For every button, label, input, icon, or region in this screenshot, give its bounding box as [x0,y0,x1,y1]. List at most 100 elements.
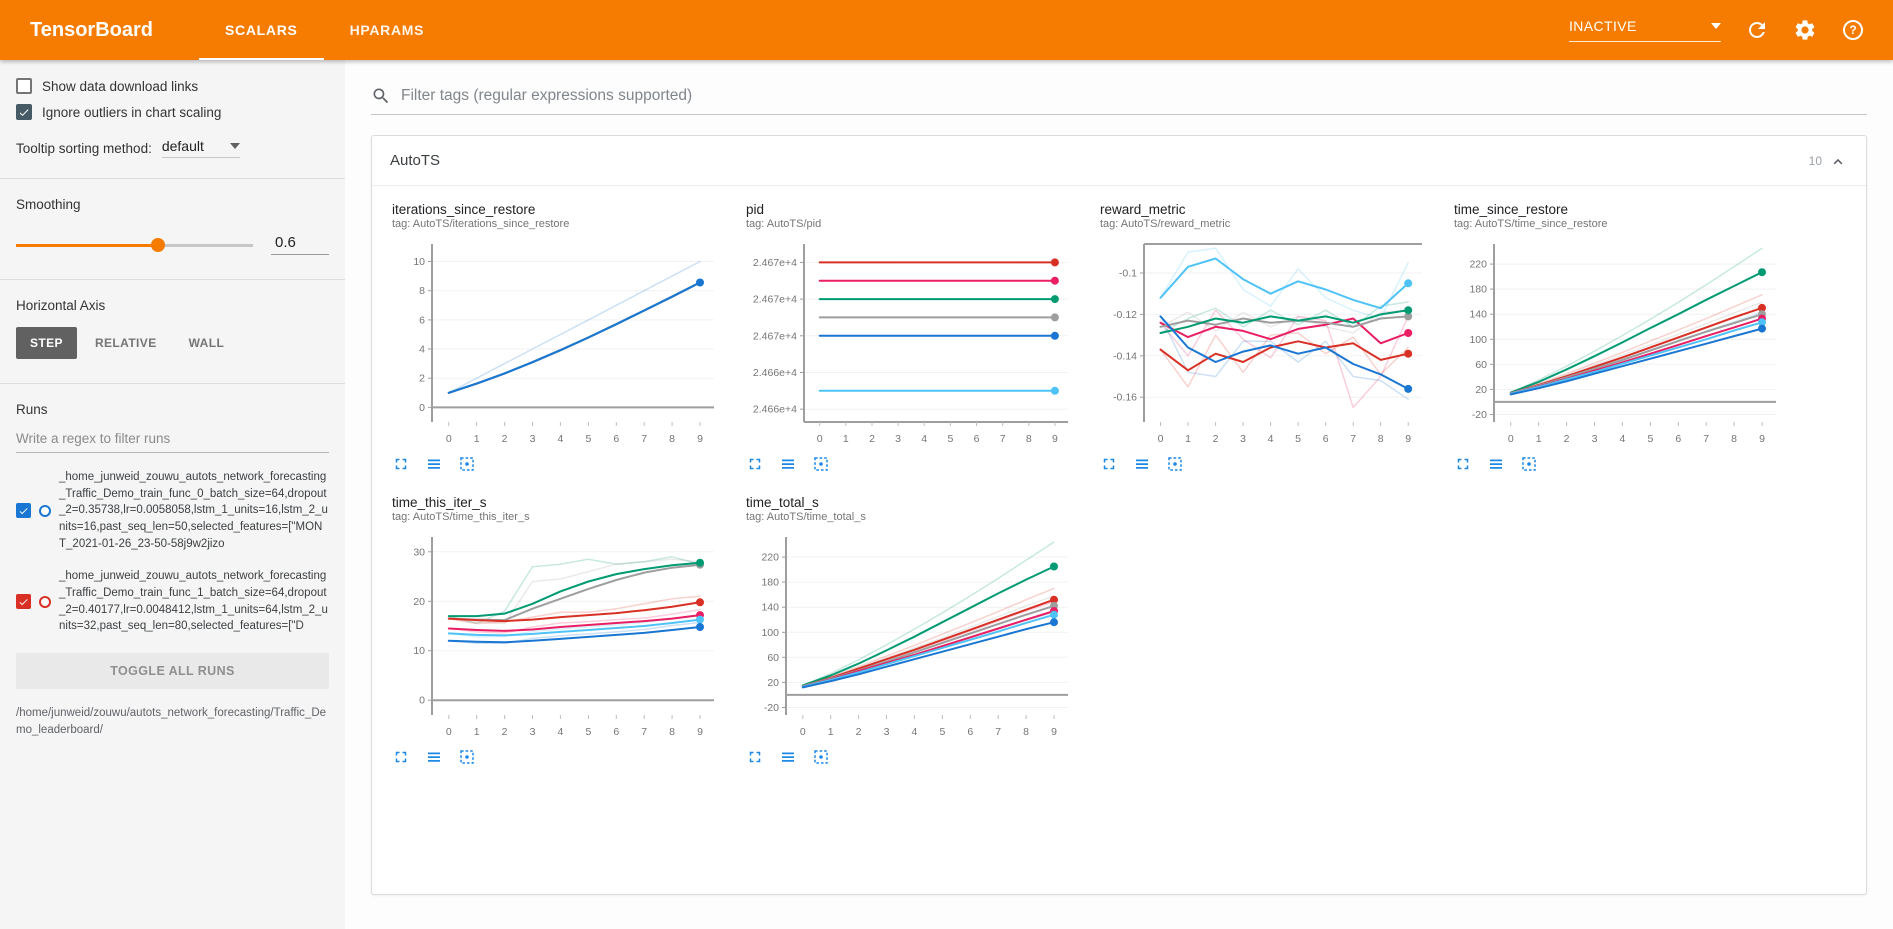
svg-text:1: 1 [1185,433,1191,445]
svg-text:3: 3 [895,433,901,445]
autots-card: AutoTS 10 iterations_since_restore tag: A… [371,135,1867,895]
svg-text:20: 20 [1475,384,1487,396]
svg-text:6: 6 [419,314,425,326]
ignore-outliers-label: Ignore outliers in chart scaling [42,104,222,120]
runs-menu-icon[interactable] [779,748,797,766]
axis-relative-button[interactable]: RELATIVE [94,336,157,350]
chart-toolbar [1454,455,1786,473]
settings-sidebar: Show data download links Ignore outliers… [0,60,345,929]
svg-text:220: 220 [1469,259,1487,271]
chart-title: reward_metric [1100,202,1186,217]
svg-text:8: 8 [419,285,425,297]
svg-text:9: 9 [697,433,703,445]
toggle-all-runs-button[interactable]: TOGGLE ALL RUNS [16,653,329,690]
svg-text:140: 140 [761,602,779,614]
card-collapse-control[interactable]: 10 [1809,151,1848,171]
runs-menu-icon[interactable] [1487,455,1505,473]
horizontal-axis-buttons: STEP RELATIVE WALL [16,327,329,359]
fit-domain-icon[interactable] [458,455,476,473]
svg-text:6: 6 [1675,433,1681,445]
svg-text:4: 4 [911,726,917,738]
svg-text:0: 0 [419,402,425,414]
fit-domain-icon[interactable] [812,748,830,766]
runs-menu-icon[interactable] [1133,455,1151,473]
runs-menu-icon[interactable] [425,748,443,766]
svg-text:2.467e+4: 2.467e+4 [753,330,797,342]
svg-text:8: 8 [1731,433,1737,445]
axis-wall-button[interactable]: WALL [188,336,225,350]
chevron-up-icon [1833,158,1843,164]
expand-chart-icon[interactable] [392,455,410,473]
runs-menu-icon[interactable] [425,455,443,473]
tooltip-sorting-dropdown[interactable]: default [161,138,240,158]
svg-text:2.467e+4: 2.467e+4 [753,257,797,269]
svg-text:3: 3 [530,433,536,445]
svg-text:0: 0 [1508,433,1514,445]
svg-text:3: 3 [1240,433,1246,445]
svg-text:7: 7 [995,726,1001,738]
axis-step-button[interactable]: STEP [16,327,77,359]
svg-text:5: 5 [1295,433,1301,445]
ignore-outliers-row: Ignore outliers in chart scaling [16,104,329,120]
run-visibility-checkbox[interactable] [16,594,31,610]
expand-chart-icon[interactable] [746,455,764,473]
expand-chart-icon[interactable] [1100,455,1118,473]
chart-plot: -20 20 60 100 140 180 220 0 1 2 3 4 5 6 7 8 9 [1469,244,1776,445]
fit-domain-icon[interactable] [458,748,476,766]
chart-title: time_since_restore [1454,202,1569,217]
chart-title: time_this_iter_s [392,495,487,510]
tab-scalars[interactable]: SCALARS [199,0,324,60]
chart-tag: tag: AutoTS/time_this_iter_s [392,511,530,523]
svg-text:60: 60 [1475,359,1487,371]
show-download-links-checkbox[interactable] [16,78,32,94]
expand-chart-icon[interactable] [392,748,410,766]
run-visibility-checkbox[interactable] [16,503,31,519]
svg-text:140: 140 [1469,309,1487,321]
svg-text:0: 0 [817,433,823,445]
expand-chart-icon[interactable] [1454,455,1472,473]
svg-text:180: 180 [1469,284,1487,296]
run-solo-radio[interactable] [39,595,51,608]
ignore-outliers-checkbox[interactable] [16,104,32,120]
svg-text:9: 9 [1759,433,1765,445]
runs-menu-icon[interactable] [779,455,797,473]
help-icon[interactable]: ? [1841,18,1865,42]
svg-text:2: 2 [869,433,875,445]
dropdown-caret-icon [1711,23,1721,29]
tag-filter-input[interactable] [401,87,1867,105]
svg-text:2: 2 [856,726,862,738]
svg-text:6: 6 [974,433,980,445]
expand-chart-icon[interactable] [746,748,764,766]
svg-text:-0.14: -0.14 [1113,350,1137,362]
svg-text:4: 4 [921,433,927,445]
run-solo-radio[interactable] [39,504,51,517]
runs-label: Runs [16,402,48,417]
show-download-links-label: Show data download links [42,78,199,94]
chart-plot: 0 2 4 6 8 10 0 1 2 3 4 5 6 7 8 9 [413,244,714,445]
settings-gear-icon[interactable] [1793,18,1817,42]
refresh-icon[interactable] [1745,18,1769,42]
smoothing-slider[interactable] [16,237,253,253]
chart-plot: -0.1 -0.12 -0.14 -0.16 0 1 2 3 4 5 6 7 8 9 [1113,243,1422,445]
svg-text:7: 7 [1703,433,1709,445]
card-header[interactable]: AutoTS 10 [372,136,1866,186]
svg-text:6: 6 [1323,433,1329,445]
svg-text:20: 20 [767,677,779,689]
svg-text:2.467e+4: 2.467e+4 [753,294,797,306]
svg-text:100: 100 [1469,334,1487,346]
slider-thumb[interactable] [151,237,166,252]
svg-text:9: 9 [697,726,703,738]
runs-filter-input[interactable] [16,427,329,453]
fit-domain-icon[interactable] [1520,455,1538,473]
smoothing-value-field[interactable]: 0.6 [271,234,329,255]
tab-hparams[interactable]: HPARAMS [349,22,425,38]
svg-text:-0.1: -0.1 [1119,268,1137,280]
svg-text:2: 2 [1564,433,1570,445]
dropdown-caret-icon [229,143,240,149]
fit-domain-icon[interactable] [1166,455,1184,473]
svg-text:4: 4 [419,344,425,356]
tab-bar: SCALARS HPARAMS [199,0,450,60]
chart-tag: tag: AutoTS/pid [746,218,822,230]
fit-domain-icon[interactable] [812,455,830,473]
status-dropdown[interactable]: INACTIVE [1569,18,1721,42]
